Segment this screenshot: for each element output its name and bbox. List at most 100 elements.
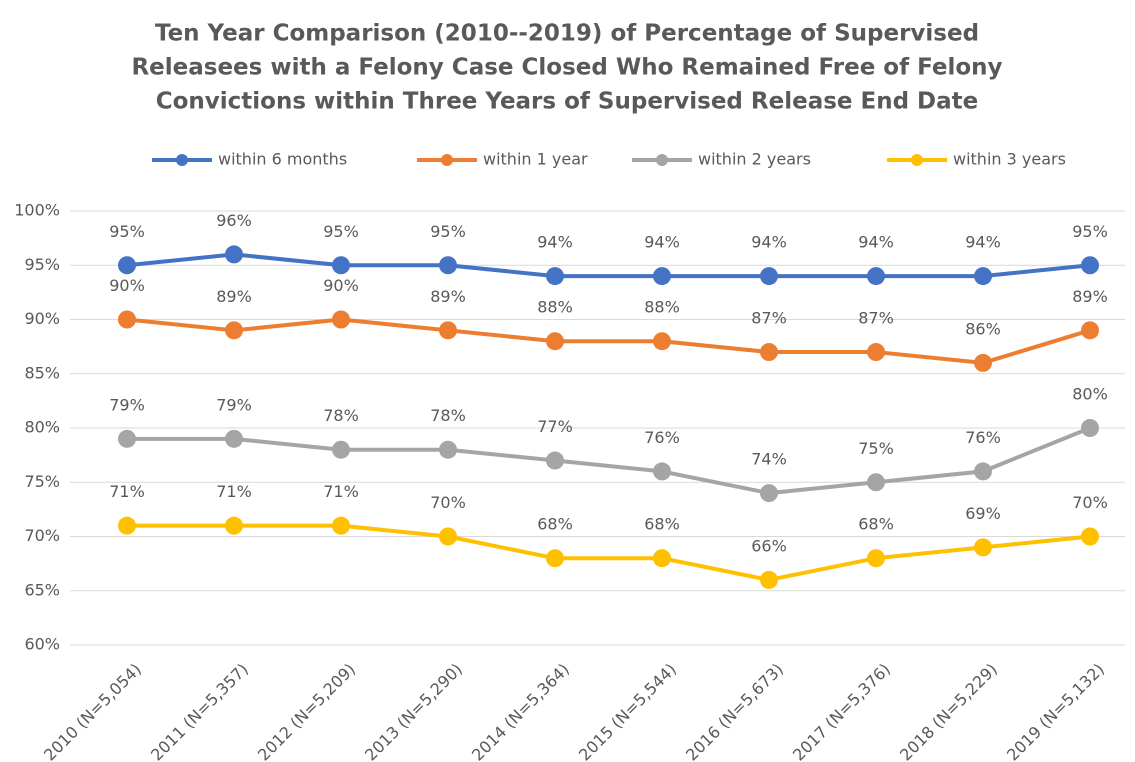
data-point (1081, 527, 1099, 546)
data-label: 94% (965, 233, 1001, 252)
data-label: 68% (858, 515, 894, 534)
data-point (760, 267, 778, 286)
data-label: 90% (109, 276, 145, 295)
data-point (332, 440, 350, 459)
data-label: 79% (216, 395, 252, 414)
data-point (760, 570, 778, 589)
data-point (653, 549, 671, 568)
y-tick-label: 85% (24, 363, 60, 382)
data-label: 71% (109, 482, 145, 501)
data-label: 89% (430, 287, 466, 306)
data-point (546, 451, 564, 470)
x-tick-label: 2014 (N=5,364) (468, 660, 573, 762)
data-label: 96% (216, 211, 252, 230)
legend-label: within 2 years (698, 150, 811, 169)
data-point (974, 353, 992, 372)
data-label: 75% (858, 439, 894, 458)
series-line (127, 523, 1091, 582)
data-label: 68% (537, 515, 573, 534)
y-tick-label: 75% (24, 472, 60, 491)
series-line (126, 317, 1091, 365)
x-tick-label: 2010 (N=5,054) (40, 660, 145, 762)
data-label: 95% (109, 222, 145, 241)
data-label: 69% (965, 504, 1001, 523)
data-point (867, 549, 885, 568)
data-label: 94% (537, 233, 573, 252)
data-label: 89% (1072, 287, 1108, 306)
data-point (225, 245, 243, 264)
data-point (439, 256, 457, 275)
x-tick-label: 2013 (N=5,290) (361, 660, 466, 762)
data-point (118, 310, 136, 329)
data-label: 94% (644, 233, 680, 252)
y-tick-label: 95% (24, 255, 60, 274)
data-point (546, 332, 564, 351)
data-point (867, 267, 885, 286)
data-label: 66% (751, 536, 787, 555)
data-point (225, 516, 243, 535)
data-label: 68% (644, 515, 680, 534)
data-label: 87% (858, 309, 894, 328)
data-point (118, 429, 136, 448)
x-tick-label: 2012 (N=5,209) (254, 660, 359, 762)
x-tick-label: 2018 (N=5,229) (896, 660, 1001, 762)
legend-marker (656, 154, 668, 166)
chart-title: Releasees with a Felony Case Closed Who … (131, 55, 1002, 81)
data-label: 89% (216, 287, 252, 306)
data-label: 76% (965, 428, 1001, 447)
data-label: 78% (323, 406, 359, 425)
series-line (126, 252, 1091, 279)
data-label: 88% (644, 298, 680, 317)
y-tick-label: 80% (24, 418, 60, 437)
x-tick-label: 2011 (N=5,357) (147, 660, 252, 762)
data-point (1081, 256, 1099, 275)
data-point (332, 310, 350, 329)
data-point (974, 538, 992, 557)
data-label: 86% (965, 319, 1001, 338)
data-point (439, 440, 457, 459)
data-point (760, 484, 778, 503)
data-point (225, 321, 243, 340)
data-point (439, 321, 457, 340)
x-tick-label: 2019 (N=5,132) (1003, 660, 1108, 762)
data-label: 77% (537, 417, 573, 436)
data-label: 70% (430, 493, 466, 512)
data-point (760, 343, 778, 362)
data-label: 95% (430, 222, 466, 241)
data-label: 94% (858, 233, 894, 252)
data-point (974, 267, 992, 286)
data-label: 95% (1072, 222, 1108, 241)
data-label: 87% (751, 309, 787, 328)
data-point (867, 473, 885, 492)
data-point (118, 516, 136, 535)
chart-title: Convictions within Three Years of Superv… (156, 89, 979, 115)
data-point (439, 527, 457, 546)
legend-marker (176, 154, 188, 166)
y-tick-label: 60% (24, 635, 60, 654)
data-label: 80% (1072, 385, 1108, 404)
legend-label: within 3 years (953, 150, 1066, 169)
legend-marker (441, 154, 453, 166)
x-tick-label: 2015 (N=5,544) (575, 660, 680, 762)
y-tick-label: 65% (24, 580, 60, 599)
data-label: 94% (751, 233, 787, 252)
data-point (1081, 321, 1099, 340)
series-line (127, 426, 1091, 496)
data-label: 79% (109, 395, 145, 414)
data-point (225, 429, 243, 448)
y-tick-label: 100% (14, 201, 60, 220)
data-label: 71% (216, 482, 252, 501)
y-tick-label: 90% (24, 309, 60, 328)
data-label: 95% (323, 222, 359, 241)
data-label: 74% (751, 450, 787, 469)
chart-title: Ten Year Comparison (2010--2019) of Perc… (155, 21, 979, 47)
data-point (546, 267, 564, 286)
legend-label: within 6 months (218, 150, 347, 169)
data-point (546, 549, 564, 568)
data-point (653, 332, 671, 351)
legend-label: within 1 year (483, 150, 588, 169)
data-label: 78% (430, 406, 466, 425)
data-label: 71% (323, 482, 359, 501)
data-label: 76% (644, 428, 680, 447)
